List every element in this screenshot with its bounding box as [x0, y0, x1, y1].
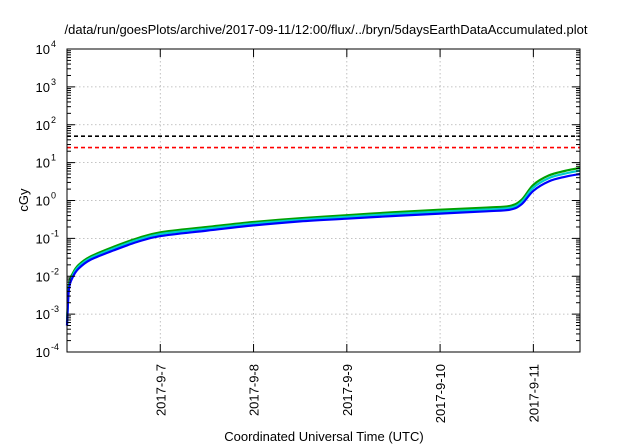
- x-tick-label: 2017-9-9: [340, 364, 355, 416]
- y-tick-exponent: -4: [51, 342, 59, 352]
- y-tick-label: 10: [36, 231, 50, 246]
- series-lines: [65, 166, 581, 326]
- y-tick-label: 10: [36, 118, 50, 133]
- series-line: [65, 166, 581, 323]
- y-tick-exponent: 0: [51, 191, 56, 201]
- y-tick-label: 10: [36, 80, 50, 95]
- y-tick-exponent: 2: [51, 115, 56, 125]
- y-tick-label: 10: [36, 194, 50, 209]
- grid: [67, 49, 580, 352]
- y-tick-exponent: 1: [51, 153, 56, 163]
- y-axis-label: cGy: [16, 188, 31, 212]
- x-tick-label: 2017-9-8: [247, 364, 262, 416]
- x-tick-label: 2017-9-10: [433, 364, 448, 423]
- y-tick-label: 10: [36, 345, 50, 360]
- y-tick-exponent: -3: [51, 304, 59, 314]
- y-tick-exponent: 3: [51, 77, 56, 87]
- threshold-lines: [67, 135, 580, 149]
- y-tick-exponent: -1: [51, 228, 59, 238]
- series-line: [65, 169, 581, 326]
- x-tick-label: 2017-9-7: [153, 364, 168, 416]
- x-axis-ticks: 2017-9-7 2017-9-8 2017-9-9 2017-9-10 2017-9-…: [153, 49, 541, 423]
- y-tick-label: 10: [36, 307, 50, 322]
- x-tick-label: 2017-9-11: [526, 364, 541, 422]
- chart-title: /data/run/goesPlots/archive/2017-09-11/1…: [65, 22, 588, 37]
- y-tick-exponent: -2: [51, 266, 59, 276]
- y-tick-label: 10: [36, 156, 50, 171]
- y-tick-label: 10: [36, 269, 50, 284]
- series-line: [65, 172, 581, 326]
- y-tick-label: 10: [36, 42, 50, 57]
- x-axis-label: Coordinated Universal Time (UTC): [224, 429, 423, 444]
- y-tick-exponent: 4: [51, 39, 56, 49]
